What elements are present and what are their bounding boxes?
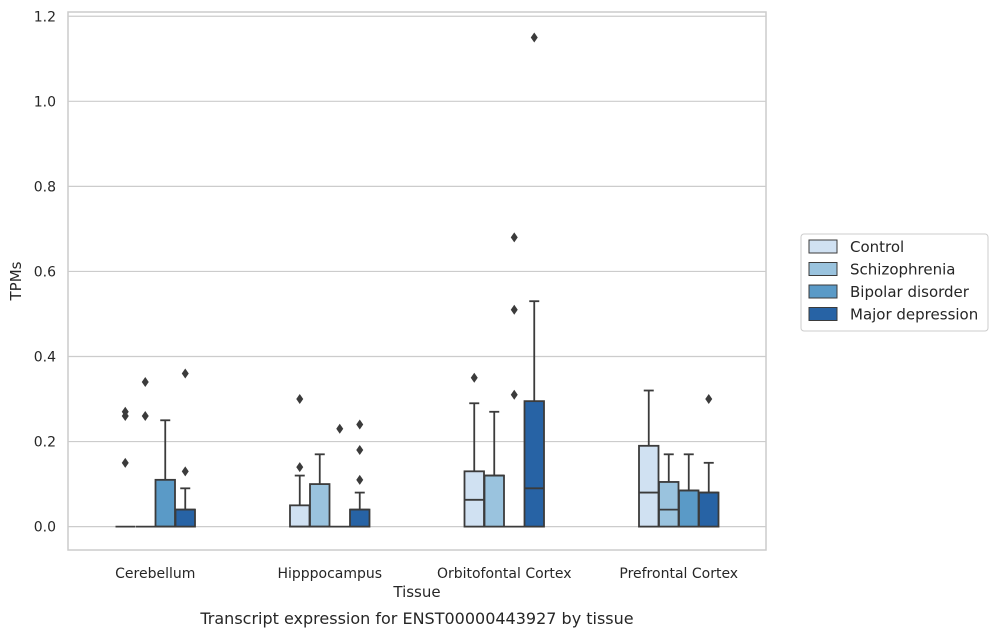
box-body xyxy=(658,481,680,528)
x-tick-label: Hipppocampus xyxy=(277,566,382,582)
box-body xyxy=(698,491,720,528)
x-tick-label: Orbitofontal Cortex xyxy=(437,566,572,582)
chart-caption: Transcript expression for ENST0000044392… xyxy=(199,609,633,628)
box-schizophrenia xyxy=(135,377,155,528)
outlier-point xyxy=(530,32,538,43)
legend-swatch xyxy=(808,262,838,276)
outlier-point xyxy=(296,394,304,405)
outlier-point xyxy=(141,411,149,422)
box-bipolar-disorder xyxy=(154,419,176,528)
box-major-depression xyxy=(698,394,720,528)
legend-swatch xyxy=(808,307,838,321)
y-tick-label: 1.2 xyxy=(34,9,56,25)
outlier-point xyxy=(356,419,364,430)
x-axis-title: Tissue xyxy=(392,583,440,601)
box-body xyxy=(678,489,700,528)
y-tick-label: 0.2 xyxy=(34,435,56,451)
y-tick-labels: 0.0 0.2 0.4 0.6 0.8 1.0 1.2 xyxy=(34,9,56,535)
box-major-depression xyxy=(523,32,545,528)
legend-label: Control xyxy=(850,238,904,256)
legend-label: Bipolar disorder xyxy=(850,283,970,301)
plot-frame xyxy=(67,11,767,551)
y-tick-label: 0.6 xyxy=(34,264,56,280)
box-body xyxy=(483,474,505,528)
legend-frame xyxy=(800,233,989,332)
outlier-point xyxy=(336,423,344,434)
outlier-point xyxy=(510,232,518,243)
box-major-depression xyxy=(349,419,371,528)
outlier-point xyxy=(141,377,149,388)
outlier-point xyxy=(296,462,304,473)
outlier-point xyxy=(356,445,364,456)
box-body xyxy=(309,483,331,528)
x-tick-label: Cerebellum xyxy=(115,566,195,582)
y-tick-label: 0.8 xyxy=(34,179,56,195)
box-body xyxy=(349,508,371,528)
box-body xyxy=(523,400,545,528)
y-axis-title: TPMs xyxy=(7,261,25,301)
y-tick-label: 0.4 xyxy=(34,349,56,365)
outlier-point xyxy=(121,457,129,468)
box-groups xyxy=(115,32,720,528)
box-body xyxy=(174,508,196,528)
box-schizophrenia xyxy=(483,410,505,528)
box-major-depression xyxy=(174,368,196,528)
outlier-point xyxy=(356,474,364,485)
y-tick-label: 0.0 xyxy=(34,520,56,536)
box-body xyxy=(289,504,311,528)
legend: Control Schizophrenia Bipolar disorder Majo… xyxy=(800,233,989,332)
outlier-point xyxy=(510,389,518,400)
plot-background xyxy=(68,12,766,550)
box-control xyxy=(289,394,311,528)
outlier-point xyxy=(181,368,189,379)
x-tick-labels: Cerebellum Hipppocampus Orbitofontal Corte… xyxy=(115,566,738,582)
box-body xyxy=(154,478,176,528)
legend-swatch xyxy=(808,284,838,299)
legend-swatch xyxy=(808,239,838,254)
x-tick-label: Prefrontal Cortex xyxy=(619,566,738,582)
outlier-point xyxy=(705,394,713,405)
box-bipolar-disorder xyxy=(330,423,350,528)
box-bipolar-disorder xyxy=(504,232,524,528)
grid-lines xyxy=(68,15,766,528)
y-tick-label: 1.0 xyxy=(34,94,56,110)
outlier-point xyxy=(181,466,189,477)
box-control xyxy=(638,389,660,528)
legend-label: Major depression xyxy=(850,306,978,324)
box-schizophrenia xyxy=(309,453,331,528)
box-control xyxy=(115,406,135,528)
outlier-point xyxy=(121,406,129,417)
box-body xyxy=(638,444,660,528)
outlier-point xyxy=(510,304,518,315)
outlier-point xyxy=(470,372,478,383)
legend-label: Schizophrenia xyxy=(850,261,955,279)
